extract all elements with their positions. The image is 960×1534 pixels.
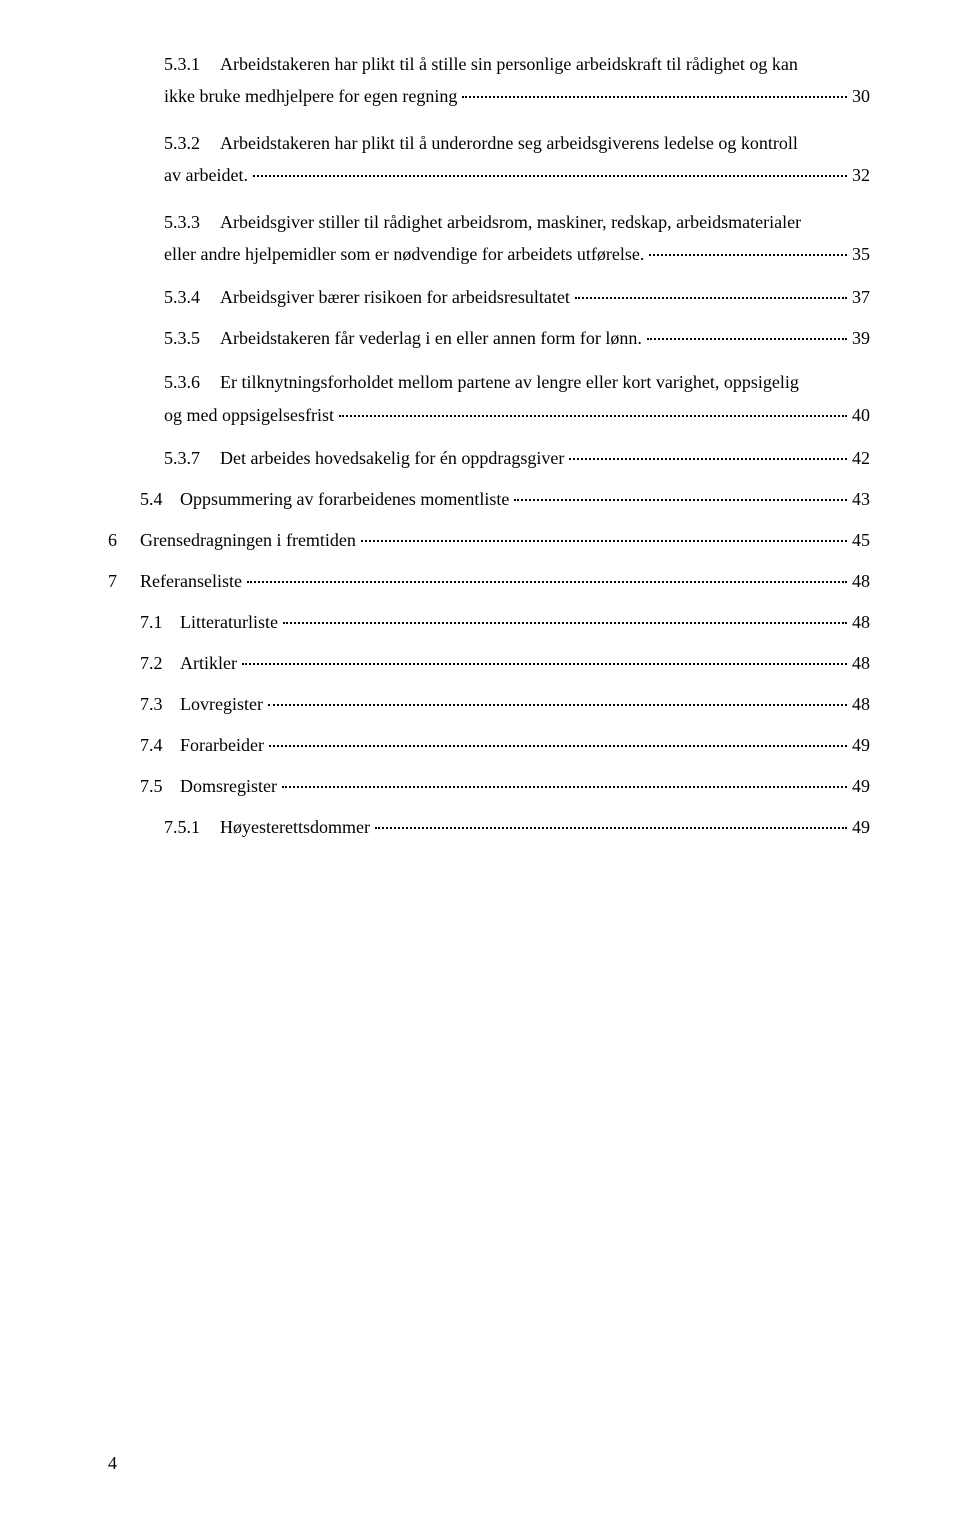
toc-number: 5.3.4 [164,284,220,311]
toc-text: Arbeidstakeren har plikt til å underordn… [220,133,798,153]
toc-page: 48 [852,609,870,636]
toc-number: 5.3.1 [164,48,220,80]
toc-leader-dots [253,175,847,177]
toc-number: 7.5 [140,773,180,800]
toc-text: Det arbeides hovedsakelig for én oppdrag… [220,445,564,472]
toc-text: Arbeidsgiver bærer risikoen for arbeidsr… [220,284,570,311]
toc-number: 5.3.6 [164,366,220,398]
toc-entry-5-4: 5.4 Oppsummering av forarbeidenes moment… [108,486,870,513]
toc-page: 43 [852,486,870,513]
toc-page: 48 [852,650,870,677]
toc-leader-dots [282,786,847,788]
toc-entry-7-5-1: 7.5.1 Høyesterettsdommer 49 [108,814,870,841]
toc-page: 39 [852,325,870,352]
toc-page: 49 [852,732,870,759]
toc-number: 7.5.1 [164,814,220,841]
toc-text-cont: av arbeidet. [164,159,248,191]
toc-number: 7.3 [140,691,180,718]
toc-number: 6 [108,527,140,554]
toc-text-cont: ikke bruke medhjelpere for egen regning [164,80,457,112]
toc-leader-dots [647,338,847,340]
toc-entry-7: 7 Referanseliste 48 [108,568,870,595]
toc-text: Forarbeider [180,732,264,759]
toc-entry-5-3-3: 5.3.3Arbeidsgiver stiller til rådighet a… [108,206,870,271]
toc-page: 45 [852,527,870,554]
toc-entry-7-5: 7.5 Domsregister 49 [108,773,870,800]
toc-text: Arbeidstakeren har plikt til å stille si… [220,54,798,74]
toc-entry-7-3: 7.3 Lovregister 48 [108,691,870,718]
toc-number: 7.1 [140,609,180,636]
page-number: 4 [108,1453,117,1474]
toc-page: 30 [852,80,870,112]
toc-entry-5-3-7: 5.3.7 Det arbeides hovedsakelig for én o… [108,445,870,472]
toc-number: 7.4 [140,732,180,759]
toc-entry-7-4: 7.4 Forarbeider 49 [108,732,870,759]
toc-entry-7-1: 7.1 Litteraturliste 48 [108,609,870,636]
toc-page: 49 [852,814,870,841]
toc-number: 7 [108,568,140,595]
toc-leader-dots [514,499,847,501]
toc-number: 7.2 [140,650,180,677]
toc-leader-dots [268,704,847,706]
toc-entry-6: 6 Grensedragningen i fremtiden 45 [108,527,870,554]
toc-leader-dots [242,663,847,665]
toc-entry-5-3-6: 5.3.6Er tilknytningsforholdet mellom par… [108,366,870,431]
toc-entry-5-3-4: 5.3.4 Arbeidsgiver bærer risikoen for ar… [108,284,870,311]
toc-text: Arbeidsgiver stiller til rådighet arbeid… [220,212,801,232]
toc-leader-dots [569,458,847,460]
toc-leader-dots [361,540,847,542]
toc-text: Grensedragningen i fremtiden [140,527,356,554]
toc-text-cont: eller andre hjelpemidler som er nødvendi… [164,238,644,270]
toc-leader-dots [462,96,847,98]
toc-page: 35 [852,238,870,270]
toc-number: 5.3.5 [164,325,220,352]
toc-page: 48 [852,691,870,718]
toc-leader-dots [283,622,847,624]
toc-leader-dots [649,254,847,256]
toc-text: Høyesterettsdommer [220,814,370,841]
toc-leader-dots [247,581,847,583]
toc-entry-5-3-1: 5.3.1Arbeidstakeren har plikt til å stil… [108,48,870,113]
toc-number: 5.3.7 [164,445,220,472]
toc-text: Referanseliste [140,568,242,595]
toc-entry-5-3-2: 5.3.2Arbeidstakeren har plikt til å unde… [108,127,870,192]
toc-text: Arbeidstakeren får vederlag i en eller a… [220,325,642,352]
toc-text: Artikler [180,650,237,677]
toc-number: 5.3.3 [164,206,220,238]
toc-text: Lovregister [180,691,263,718]
toc-page: 42 [852,445,870,472]
toc-entry-7-2: 7.2 Artikler 48 [108,650,870,677]
toc-leader-dots [575,297,847,299]
toc-number: 5.3.2 [164,127,220,159]
toc-page: 37 [852,284,870,311]
toc-number: 5.4 [140,486,180,513]
toc-page: 49 [852,773,870,800]
toc-entry-5-3-5: 5.3.5 Arbeidstakeren får vederlag i en e… [108,325,870,352]
toc-text: Litteraturliste [180,609,278,636]
toc-text-cont: og med oppsigelsesfrist [164,399,334,431]
toc-leader-dots [269,745,847,747]
toc-leader-dots [339,415,847,417]
toc-page: 32 [852,159,870,191]
toc-leader-dots [375,827,847,829]
toc-text: Er tilknytningsforholdet mellom partene … [220,372,799,392]
toc-text: Oppsummering av forarbeidenes momentlist… [180,486,509,513]
toc-text: Domsregister [180,773,277,800]
toc-page: 48 [852,568,870,595]
toc-page: 40 [852,399,870,431]
